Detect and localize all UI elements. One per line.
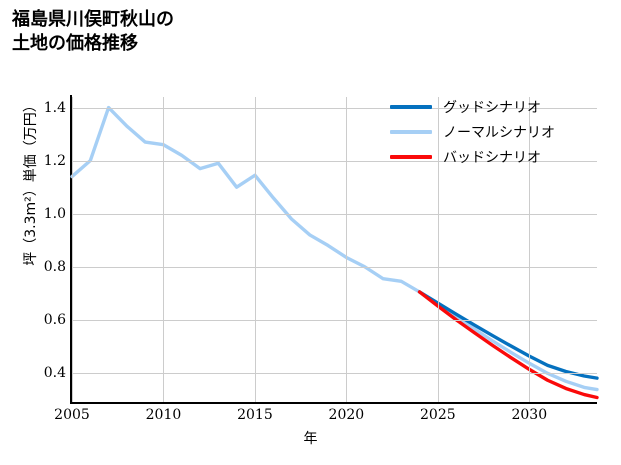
gridline-vertical	[346, 97, 347, 402]
gridline-horizontal	[72, 320, 597, 321]
gridline-horizontal	[72, 108, 597, 109]
gridline-vertical	[72, 97, 73, 402]
x-tick-label: 2030	[511, 407, 548, 423]
legend-item-label: バッドシナリオ	[443, 149, 541, 166]
y-tick-label: 1.2	[43, 152, 66, 169]
legend-item[interactable]: バッドシナリオ	[390, 144, 605, 169]
series-line	[70, 105, 599, 392]
x-tick-label: 2010	[145, 407, 182, 423]
legend-item-label: グッドシナリオ	[443, 99, 541, 116]
y-tick-label: 0.4	[43, 364, 66, 381]
series-line	[417, 290, 599, 380]
x-tick-label: 2005	[54, 407, 90, 423]
chart-title: 福島県川俣町秋山の 土地の価格推移	[12, 9, 174, 55]
legend-item[interactable]: ノーマルシナリオ	[390, 119, 605, 144]
chart-legend: グッドシナリオ ノーマルシナリオ バッドシナリオ	[390, 94, 605, 169]
legend-color-swatch	[390, 154, 432, 159]
legend-color-swatch	[390, 129, 432, 134]
gridline-vertical	[529, 97, 530, 402]
x-axis-title: 年	[303, 431, 318, 447]
legend-item-label: ノーマルシナリオ	[443, 124, 555, 141]
gridline-horizontal	[72, 161, 597, 162]
y-tick-label: 1.0	[43, 205, 66, 222]
x-tick-label: 2015	[237, 407, 273, 423]
series-line	[417, 290, 599, 400]
x-tick-label: 2025	[420, 407, 456, 423]
gridline-vertical	[163, 97, 164, 402]
gridline-vertical	[255, 97, 256, 402]
gridline-vertical	[438, 97, 439, 402]
legend-item[interactable]: グッドシナリオ	[390, 94, 605, 119]
y-axis-spine	[70, 95, 72, 404]
gridline-horizontal	[72, 267, 597, 268]
y-axis-tick-labels: 0.4 0.6 0.8 1.0 1.2 1.4	[20, 0, 66, 465]
y-tick-label: 0.6	[43, 311, 66, 328]
y-tick-label: 0.8	[43, 258, 66, 275]
x-tick-label: 2020	[328, 407, 365, 423]
x-axis-spine	[70, 402, 597, 404]
plot-area	[70, 97, 599, 402]
y-tick-label: 1.4	[43, 99, 66, 116]
gridline-horizontal	[72, 214, 597, 215]
y-axis-title: 坪（3.3m²）単価（万円）	[23, 98, 39, 266]
legend-color-swatch	[390, 104, 432, 109]
gridline-horizontal	[72, 373, 597, 374]
